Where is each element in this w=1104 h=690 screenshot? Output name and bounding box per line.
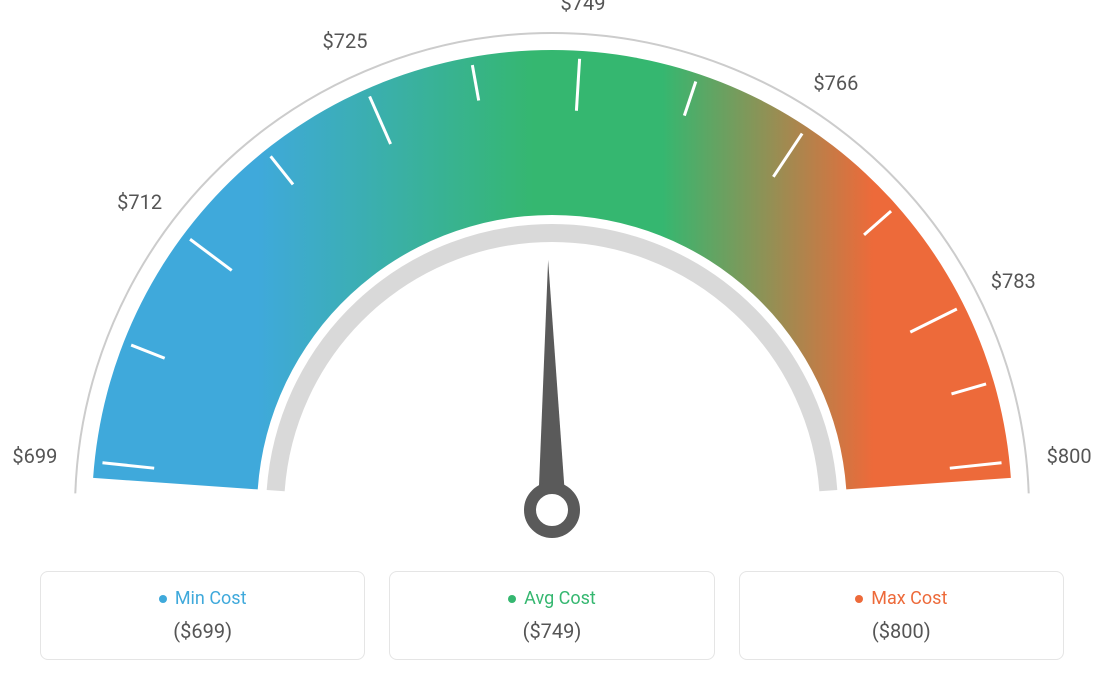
legend-card-min: Min Cost ($699) bbox=[40, 571, 365, 661]
legend-title-avg: Avg Cost bbox=[508, 588, 596, 609]
legend-card-max: Max Cost ($800) bbox=[739, 571, 1064, 661]
legend-dot-min bbox=[159, 595, 167, 603]
legend-title-min: Min Cost bbox=[159, 588, 247, 609]
legend-value-max: ($800) bbox=[740, 619, 1063, 643]
gauge-tick-label: $766 bbox=[813, 71, 858, 95]
gauge-tick-label: $749 bbox=[561, 0, 606, 15]
legend-row: Min Cost ($699) Avg Cost ($749) Max Cost… bbox=[40, 571, 1064, 661]
gauge-tick-label: $712 bbox=[117, 190, 162, 214]
gauge-area: $699 $712 $725 $749 $766 $783 $800 bbox=[0, 0, 1104, 560]
legend-label-avg: Avg Cost bbox=[524, 588, 596, 609]
legend-title-max: Max Cost bbox=[855, 588, 947, 609]
gauge-tick-label: $699 bbox=[12, 444, 57, 468]
gauge-tick-label: $783 bbox=[991, 269, 1036, 293]
gauge-svg bbox=[0, 0, 1104, 560]
gauge-tick-label: $725 bbox=[322, 29, 367, 53]
gauge-tick-label: $800 bbox=[1047, 444, 1092, 468]
legend-card-avg: Avg Cost ($749) bbox=[389, 571, 714, 661]
legend-label-max: Max Cost bbox=[871, 588, 947, 609]
legend-label-min: Min Cost bbox=[175, 588, 247, 609]
legend-value-min: ($699) bbox=[41, 619, 364, 643]
legend-value-avg: ($749) bbox=[390, 619, 713, 643]
legend-dot-avg bbox=[508, 595, 516, 603]
gauge-chart-container: $699 $712 $725 $749 $766 $783 $800 Min Cost ($… bbox=[0, 0, 1104, 690]
legend-dot-max bbox=[855, 595, 863, 603]
